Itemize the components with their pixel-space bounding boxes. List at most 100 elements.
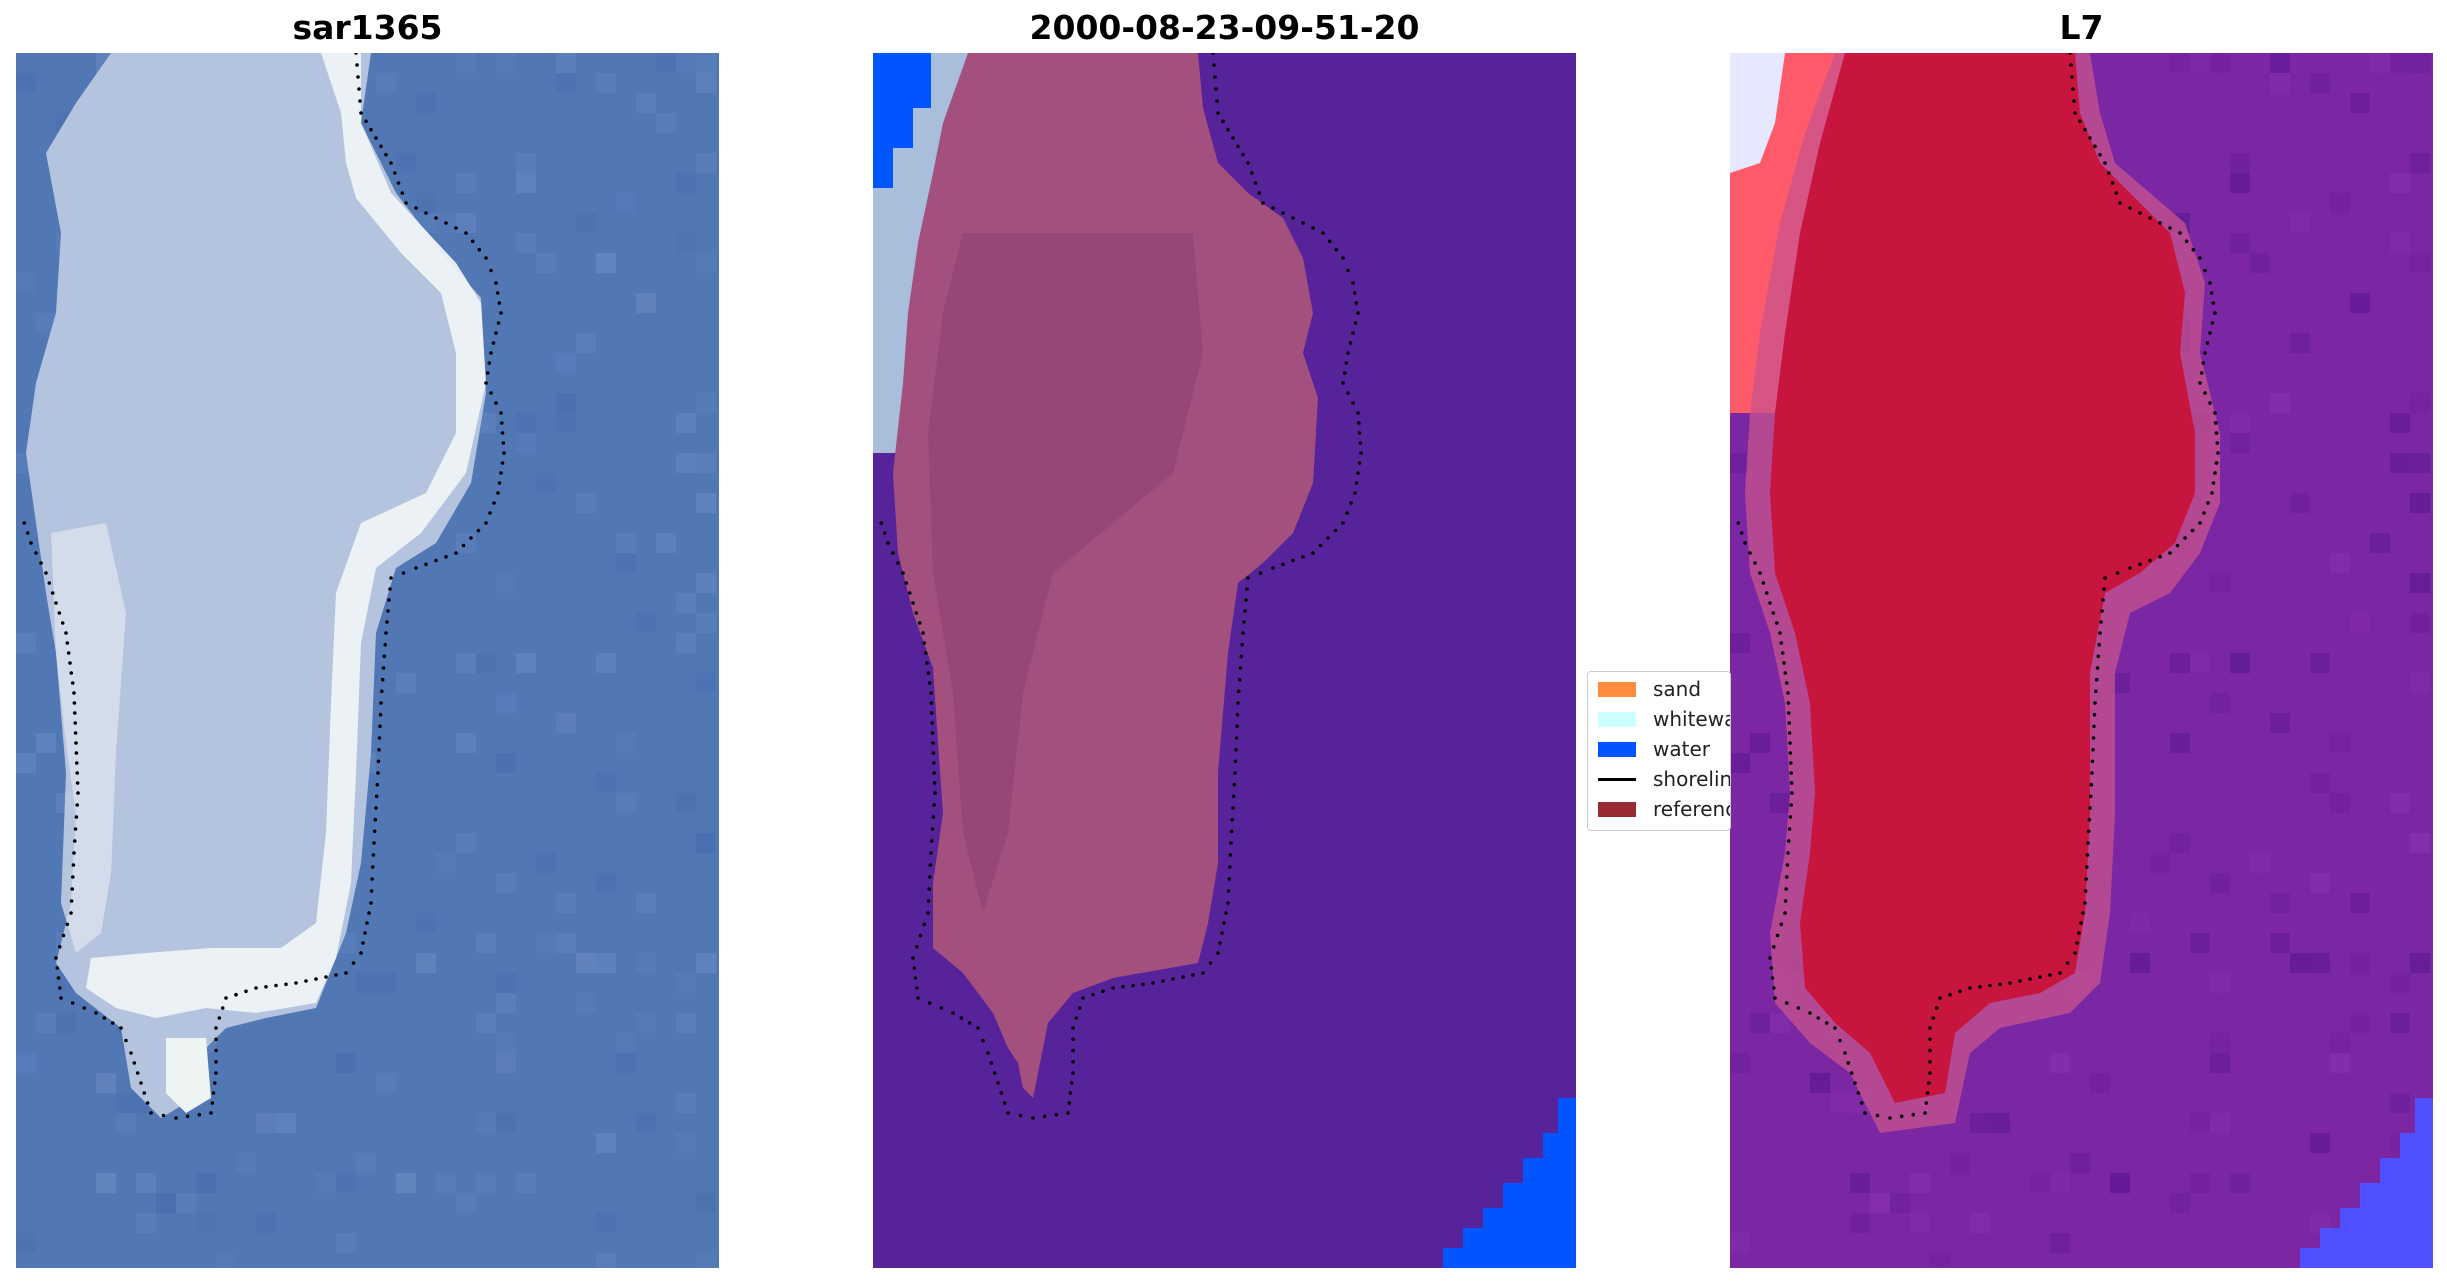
shoreline-dot <box>371 865 375 869</box>
shoreline-dot <box>494 401 498 405</box>
shoreline-dot <box>369 127 373 132</box>
noise-pixel <box>2210 573 2230 593</box>
noise-pixel <box>2270 73 2290 93</box>
shoreline-dot <box>2210 491 2214 495</box>
noise-pixel <box>2410 453 2430 473</box>
shoreline-dot <box>1301 221 1305 225</box>
shoreline-dot <box>2216 451 2220 455</box>
noise-pixel <box>1970 1213 1990 1233</box>
shoreline-dot <box>1239 654 1244 659</box>
noise-pixel <box>496 753 516 773</box>
shoreline-dot <box>365 921 369 925</box>
shoreline-dot <box>1218 941 1222 945</box>
shoreline-dot <box>2208 331 2212 335</box>
shoreline-dot <box>68 661 72 665</box>
noise-pixel <box>2270 393 2290 413</box>
shoreline-dot <box>891 551 895 555</box>
shoreline-dot <box>2128 206 2132 210</box>
shoreline-dot <box>1232 782 1237 787</box>
noise-pixel <box>1910 1213 1930 1233</box>
shoreline-dot <box>2211 301 2216 305</box>
shoreline-dot <box>1221 119 1225 124</box>
shoreline-dot <box>1875 1113 1880 1118</box>
shoreline-dot <box>2090 759 2095 764</box>
shoreline-dot <box>70 1001 75 1005</box>
shoreline-dot <box>142 1091 147 1095</box>
shoreline-dot <box>2098 152 2102 157</box>
noise-pixel <box>2190 1113 2210 1133</box>
noise-pixel <box>676 593 696 613</box>
shoreline-dot <box>54 601 58 605</box>
shoreline-dot <box>369 901 373 905</box>
shoreline-dot <box>992 1071 997 1075</box>
shoreline-dot <box>1925 1091 1930 1095</box>
shoreline-dot <box>73 827 78 831</box>
shoreline-dot <box>2198 256 2202 260</box>
shoreline-dot <box>1257 191 1262 195</box>
shoreline-dot <box>1281 211 1285 215</box>
noise-pixel <box>416 93 436 113</box>
noise-pixel <box>196 1213 216 1233</box>
shoreline-dot <box>1228 853 1233 857</box>
shoreline-dot <box>927 887 931 891</box>
shoreline-dot <box>2209 291 2214 295</box>
classification-panel <box>873 53 1576 1268</box>
shoreline-dot <box>1318 543 1323 548</box>
shoreline-dot <box>73 839 77 843</box>
shoreline-dot <box>2088 806 2092 810</box>
shoreline-dot <box>1351 331 1355 335</box>
shoreline-dot <box>357 87 361 91</box>
noise-pixel <box>2330 733 2350 753</box>
shoreline-dot <box>1787 839 1791 843</box>
shoreline-dot <box>66 651 71 655</box>
shoreline-dot <box>2128 566 2132 570</box>
shoreline-dot <box>75 761 79 765</box>
shoreline-dot <box>34 551 38 555</box>
noise-pixel <box>2310 953 2330 973</box>
shoreline-dot <box>72 701 77 705</box>
noise-pixel <box>316 1173 336 1193</box>
shoreline-dot <box>358 99 362 103</box>
shoreline-dot <box>1789 803 1793 807</box>
shoreline-dot <box>1291 558 1295 563</box>
shoreline-dot <box>1224 911 1228 915</box>
shoreline-dot <box>383 642 388 647</box>
shoreline-dot <box>1770 976 1775 980</box>
shoreline-dot <box>1787 827 1792 831</box>
shoreline-dot <box>1899 1114 1904 1119</box>
shoreline-dot <box>1327 239 1332 244</box>
noise-pixel <box>556 933 576 953</box>
noise-pixel <box>2310 1133 2330 1153</box>
noise-pixel <box>696 253 716 273</box>
shoreline-dot <box>2208 281 2212 285</box>
shoreline-dot <box>1833 1026 1837 1030</box>
noise-pixel <box>556 53 576 73</box>
shoreline-dot <box>2091 747 2095 752</box>
shoreline-dot <box>400 191 405 195</box>
shoreline-dot <box>211 1091 216 1095</box>
noise-pixel <box>496 993 516 1013</box>
shoreline-dot <box>1070 1081 1074 1085</box>
shoreline-dot <box>1111 986 1115 990</box>
shoreline-dot <box>2096 654 2101 659</box>
shoreline-dot <box>1785 875 1789 879</box>
island-tip <box>166 1038 211 1113</box>
shoreline-dot <box>2115 571 2120 575</box>
shoreline-dot <box>967 1021 972 1025</box>
noise-pixel <box>636 293 656 313</box>
noise-pixel <box>516 433 536 453</box>
shoreline-dot <box>2191 247 2196 252</box>
shoreline-dot <box>1849 1071 1854 1075</box>
noise-pixel <box>2330 553 2350 573</box>
noise-pixel <box>596 773 616 793</box>
noise-pixel <box>336 1053 356 1073</box>
noise-pixel <box>616 793 636 813</box>
noise-pixel <box>556 713 576 733</box>
shoreline-dot <box>996 1081 1000 1085</box>
shoreline-dot <box>1228 865 1232 869</box>
legend-label-shoreline: shoreline <box>1653 767 1731 791</box>
noise-pixel <box>2170 733 2190 753</box>
noise-pixel <box>2290 953 2310 973</box>
shoreline-dot <box>224 996 228 1000</box>
island-land <box>26 53 486 1118</box>
